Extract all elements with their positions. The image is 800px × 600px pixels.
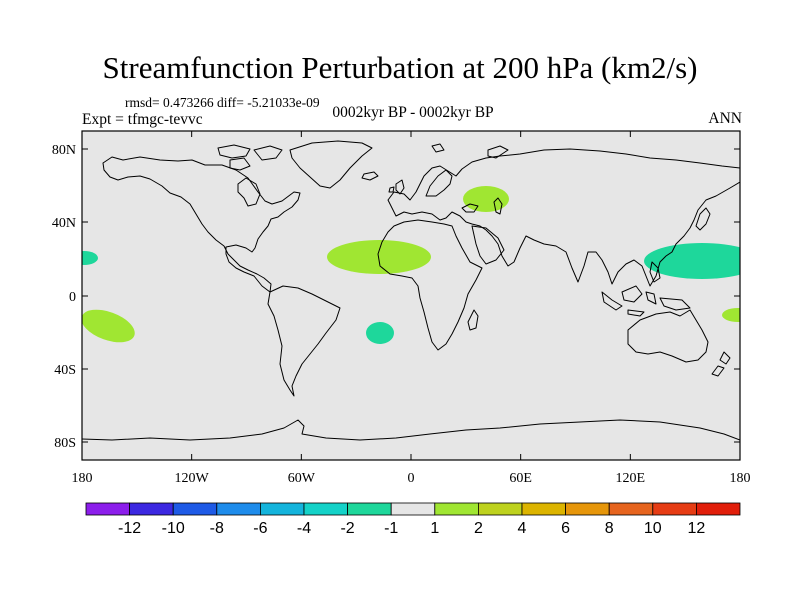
lon-tick-label: 120W xyxy=(175,471,210,486)
coast-philippines xyxy=(649,261,661,283)
colorbar-label: 12 xyxy=(688,520,706,537)
anomaly-layer xyxy=(82,186,740,344)
colorbar-box xyxy=(129,502,174,516)
colorbar-label: 6 xyxy=(561,520,570,537)
lat-tick-label: 40S xyxy=(54,363,76,378)
lon-tick-label: 0 xyxy=(408,471,415,486)
lat-tick-label: 40N xyxy=(52,216,76,231)
coast-north-america xyxy=(102,156,301,293)
colorbar-label: 4 xyxy=(518,520,527,537)
coast-eurasia xyxy=(387,148,740,287)
chart-title: Streamfunction Perturbation at 200 hPa (… xyxy=(102,50,698,85)
anomaly-west-pacific xyxy=(644,243,740,279)
colorbar-label: 2 xyxy=(474,520,483,537)
lat-tick-label: 0 xyxy=(69,290,76,305)
lon-tick-label: 60E xyxy=(509,471,532,486)
period-label: 0002kyr BP - 0002kyr BP xyxy=(332,104,494,121)
lat-tick-label: 80S xyxy=(54,436,76,451)
anomaly-australia-edge xyxy=(722,308,740,322)
colorbar-label: -8 xyxy=(210,520,224,537)
coast-hudson-bay xyxy=(237,177,261,207)
colorbar-box xyxy=(390,502,436,516)
colorbar-box xyxy=(434,502,479,516)
coast-uk xyxy=(388,179,405,195)
anomaly-south-atlantic xyxy=(366,322,394,344)
colorbar-box xyxy=(172,502,218,516)
colorbar-box xyxy=(85,502,130,516)
coast-australia xyxy=(627,309,709,363)
anomaly-east-pacific-edge xyxy=(82,251,98,265)
colorbar-label: -12 xyxy=(118,520,141,537)
coast-new-zealand xyxy=(711,351,731,377)
lon-tick-label: 180 xyxy=(72,471,93,486)
colorbar-box xyxy=(259,502,305,516)
coast-black-caspian xyxy=(461,197,503,215)
colorbar-label: -2 xyxy=(340,520,354,537)
coastlines xyxy=(82,140,740,441)
coast-svalbard-zemlya xyxy=(431,143,509,159)
colorbar-box xyxy=(565,502,610,516)
colorbar-box xyxy=(608,502,654,516)
colorbar-box xyxy=(652,502,697,516)
map-background xyxy=(82,131,740,460)
axes: 80N 40N 0 40S 80S 180 120W 60W 0 60E 120E 180 xyxy=(52,131,751,486)
coast-south-america xyxy=(267,285,341,397)
colorbar-label: -6 xyxy=(253,520,267,537)
colorbar-label: 1 xyxy=(430,520,439,537)
lon-tick-label: 60W xyxy=(288,471,316,486)
coast-arctic-islands xyxy=(217,144,283,171)
coast-scandinavia xyxy=(425,169,453,197)
colorbar-box xyxy=(303,502,348,516)
colorbar: -12 -10 -8 -6 -4 -2 -1 1 2 4 6 8 10 12 xyxy=(85,502,741,537)
stats-label: rmsd= 0.473266 diff= -5.21033e-09 xyxy=(125,95,320,110)
experiment-label: Expt = tfmgc-tevvc xyxy=(82,111,203,128)
coast-arabia xyxy=(471,225,505,265)
anomaly-south-pacific xyxy=(82,309,135,343)
coast-japan xyxy=(695,207,711,231)
coast-iceland xyxy=(361,171,379,181)
colorbar-box xyxy=(347,502,392,516)
lon-tick-label: 120E xyxy=(616,471,646,486)
colorbar-label: -1 xyxy=(384,520,398,537)
colorbar-box xyxy=(477,502,523,516)
lon-tick-label: 180 xyxy=(730,471,751,486)
colorbar-box xyxy=(216,502,261,516)
colorbar-box xyxy=(521,502,566,516)
colorbar-label: 10 xyxy=(644,520,662,537)
coast-greenland xyxy=(289,140,373,189)
colorbar-box xyxy=(696,502,741,516)
coast-africa xyxy=(377,219,483,351)
lat-tick-label: 80N xyxy=(52,143,76,158)
colorbar-label: -4 xyxy=(297,520,311,537)
anomaly-black-sea xyxy=(463,186,509,212)
season-label: ANN xyxy=(708,110,742,127)
colorbar-label: 8 xyxy=(605,520,614,537)
coast-madagascar xyxy=(467,309,479,331)
colorbar-label: -10 xyxy=(162,520,185,537)
coast-antarctica xyxy=(82,419,740,441)
coast-indonesia xyxy=(601,285,691,317)
